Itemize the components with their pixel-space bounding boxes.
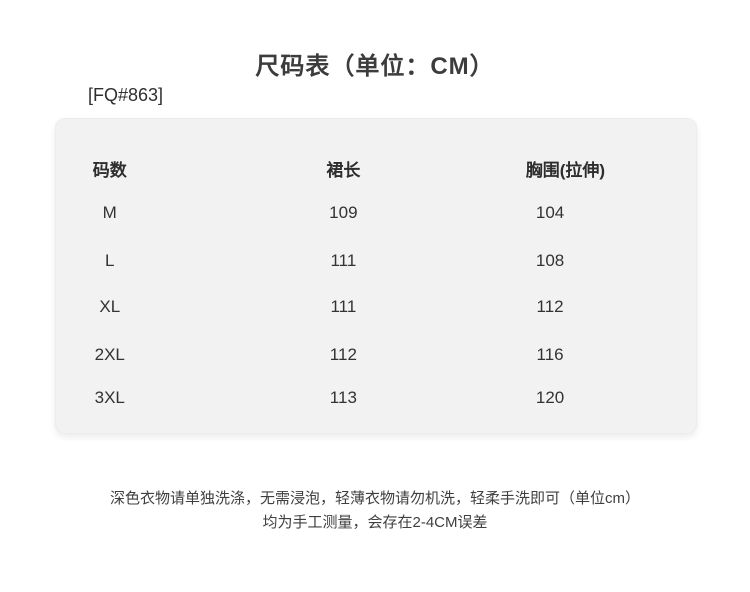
care-notes: 深色衣物请单独洗涤，无需浸泡，轻薄衣物请勿机洗，轻柔手洗即可（单位cm） 均为手…	[0, 487, 750, 535]
cell-size: L	[105, 251, 115, 270]
table-row: L 111 108	[56, 250, 696, 272]
cell-bust: 108	[535, 251, 565, 270]
table-header-row: 码数 裙长 胸围(拉伸)	[56, 160, 696, 182]
table-row: 2XL 112 116	[56, 344, 696, 366]
care-note-line1: 深色衣物请单独洗涤，无需浸泡，轻薄衣物请勿机洗，轻柔手洗即可（单位cm）	[110, 490, 640, 507]
sku-label: [FQ#863]	[88, 85, 164, 105]
cell-bust: 116	[536, 345, 564, 364]
table-row: XL 111 112	[56, 296, 696, 318]
size-table-card: 码数 裙长 胸围(拉伸) M 109 104 L 111 108 XL 111 …	[55, 118, 697, 434]
table-row: M 109 104	[56, 202, 696, 224]
column-header-bust: 胸围(拉伸)	[525, 161, 606, 180]
page-title: 尺码表（单位：CM）	[255, 53, 495, 80]
cell-size: 3XL	[94, 388, 125, 407]
care-note-line2: 均为手工测量，会存在2-4CM误差	[262, 514, 488, 531]
column-header-size: 码数	[92, 161, 127, 180]
cell-bust: 112	[536, 297, 564, 316]
cell-bust: 120	[535, 388, 565, 407]
cell-length: 109	[329, 203, 358, 222]
cell-size: 2XL	[94, 345, 125, 364]
cell-length: 111	[330, 297, 357, 316]
cell-length: 112	[329, 345, 357, 364]
cell-bust: 104	[535, 203, 565, 222]
cell-size: M	[102, 203, 117, 222]
column-header-length: 裙长	[326, 161, 361, 180]
cell-size: XL	[99, 297, 121, 316]
cell-length: 111	[330, 251, 357, 270]
table-row: 3XL 113 120	[56, 387, 696, 409]
cell-length: 113	[329, 388, 357, 407]
